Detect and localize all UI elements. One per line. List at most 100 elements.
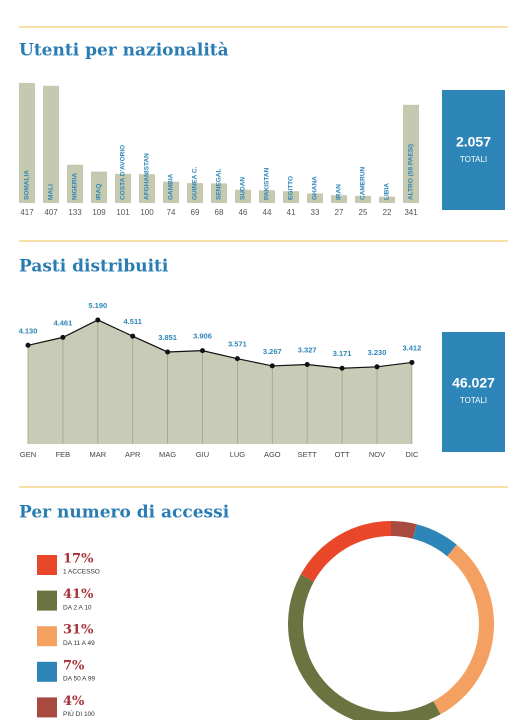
line — [27, 319, 412, 369]
x-tick-label: SETT — [298, 450, 318, 459]
value-label: 101 — [116, 208, 130, 217]
legend-label: PIÙ DI 100 — [63, 709, 95, 718]
bar — [235, 189, 251, 203]
bar — [331, 195, 347, 203]
value-label: 4.130 — [19, 326, 38, 335]
bar — [379, 196, 395, 203]
value-label: 27 — [335, 208, 344, 217]
point — [95, 317, 101, 323]
bar-category-label: GHANA — [312, 176, 319, 200]
bar — [43, 85, 59, 203]
x-tick-label: MAR — [89, 450, 106, 459]
x-tick-label: GEN — [20, 450, 36, 459]
x-tick-label: MAG — [159, 450, 176, 459]
point — [269, 363, 275, 369]
donut-slice — [288, 574, 441, 720]
donut-slice — [433, 544, 494, 715]
legend-percent: 17% — [63, 552, 94, 567]
x-tick-label: OTT — [335, 450, 350, 459]
legend-label: DA 50 A 99 — [63, 676, 96, 683]
value-label: 3.571 — [228, 340, 247, 349]
value-label: 109 — [92, 208, 106, 217]
bar — [211, 183, 227, 203]
x-tick-label: DIC — [405, 450, 419, 459]
value-label: 3.327 — [298, 345, 317, 354]
bar-category-label: MALI — [48, 184, 55, 200]
bar-category-label: AFGHANISTAN — [144, 153, 151, 200]
bar — [307, 193, 323, 203]
value-label: 407 — [44, 208, 58, 217]
bar-category-label: IRAN — [336, 184, 343, 200]
bar — [139, 174, 155, 203]
bar — [187, 183, 203, 203]
legend-percent: 31% — [63, 623, 94, 638]
value-label: 133 — [68, 208, 82, 217]
value-label: 3.906 — [193, 332, 212, 341]
bar-category-label: GAMBIA — [168, 173, 175, 200]
legend-swatch — [37, 590, 57, 611]
value-label: 33 — [311, 208, 320, 217]
legend-percent: 41% — [63, 587, 94, 602]
bar — [283, 191, 299, 203]
bar — [355, 195, 371, 203]
value-label: 4.461 — [54, 318, 73, 327]
bar — [115, 173, 131, 203]
value-label: 3.230 — [368, 348, 387, 357]
value-label: 68 — [215, 208, 224, 217]
value-label: 74 — [167, 208, 176, 217]
legend-swatch — [37, 661, 57, 682]
value-label: 3.267 — [263, 347, 282, 356]
legend-swatch — [37, 697, 57, 718]
chart-title: Pasti distribuiti — [19, 257, 169, 277]
point — [25, 342, 31, 348]
bar-category-label: SUDAN — [240, 177, 247, 200]
chart-title: Utenti per nazionalità — [19, 41, 229, 61]
total-box — [442, 90, 505, 210]
bar-category-label: NIGERIA — [72, 173, 79, 200]
x-tick-label: LUG — [230, 450, 246, 459]
bar — [163, 181, 179, 203]
value-label: 3.412 — [403, 343, 422, 352]
bar — [91, 171, 107, 203]
value-label: 44 — [263, 208, 272, 217]
chart-title: Per numero di accessi — [19, 503, 230, 523]
point — [409, 359, 415, 365]
value-label: 41 — [287, 208, 296, 217]
value-label: 4.511 — [124, 317, 142, 326]
total-label: TOTALI — [460, 155, 487, 164]
total-label: TOTALI — [460, 396, 487, 405]
value-label: 25 — [359, 208, 368, 217]
bar-category-label: IRAQ — [96, 184, 103, 200]
point — [130, 333, 136, 339]
legend-swatch — [37, 626, 57, 647]
value-label: 5.190 — [88, 301, 107, 310]
bar-category-label: EGITTO — [288, 176, 295, 200]
donut-slice — [412, 524, 457, 557]
point — [165, 349, 171, 355]
bar — [403, 104, 419, 203]
legend-percent: 4% — [63, 694, 85, 709]
value-label: 341 — [404, 208, 418, 217]
legend-label: 1 ACCESSO — [63, 569, 100, 576]
legend-percent: 7% — [63, 658, 85, 673]
value-label: 69 — [191, 208, 200, 217]
x-tick-label: GIU — [196, 450, 209, 459]
value-label: 3.171 — [333, 349, 352, 358]
bar-category-label: ALTRO (58 PAESI) — [408, 144, 415, 200]
bar-category-label: SOMALIA — [24, 170, 31, 200]
bar — [259, 190, 275, 203]
bar-category-label: SENEGAL — [216, 169, 223, 200]
bar — [19, 82, 35, 203]
x-tick-label: FEB — [56, 450, 71, 459]
bar-category-label: PAKISTAN — [264, 167, 271, 200]
bar-category-label: GUINEA C. — [192, 166, 199, 200]
value-label: 417 — [20, 208, 34, 217]
total-box — [442, 332, 505, 452]
value-label: 3.851 — [158, 333, 177, 342]
donut-slice — [300, 521, 391, 582]
value-label: 100 — [140, 208, 154, 217]
value-label: 46 — [239, 208, 248, 217]
donut-slice — [391, 521, 417, 539]
legend-swatch — [37, 555, 57, 575]
